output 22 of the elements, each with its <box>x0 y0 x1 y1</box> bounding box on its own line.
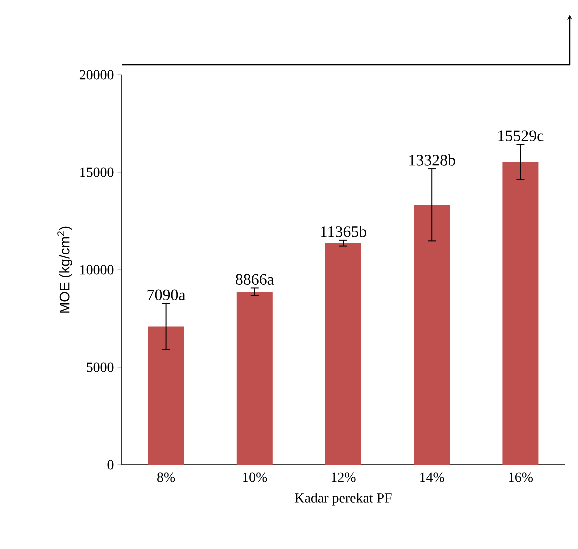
y-tick-label: 10000 <box>80 265 114 275</box>
bar <box>236 292 273 465</box>
bar <box>502 162 539 465</box>
bar <box>326 243 362 465</box>
y-tick-label: 15000 <box>80 168 114 178</box>
y-tick-label: 20000 <box>80 70 114 80</box>
bar <box>414 205 450 465</box>
data-label: 13328b <box>410 154 456 166</box>
data-label: 7090a <box>148 290 186 301</box>
y-tick-label: 0 <box>108 460 114 470</box>
data-label: 11365b <box>321 226 367 238</box>
x-tick-label: 16% <box>509 472 534 482</box>
x-tick-label: 14% <box>420 472 444 482</box>
bar <box>148 326 184 465</box>
x-tick-label: 10% <box>243 472 268 482</box>
data-label: 15529c <box>498 130 544 142</box>
y-tick-label: 5000 <box>87 362 114 372</box>
x-tick-label: 8% <box>158 472 176 482</box>
data-label: 8866a <box>236 274 274 286</box>
y-axis-title: MOE (kg/cm$^{2}$) <box>58 226 73 313</box>
x-tick-label: 12% <box>332 472 356 482</box>
x-axis-title: Kadar perekat PF <box>295 493 392 506</box>
